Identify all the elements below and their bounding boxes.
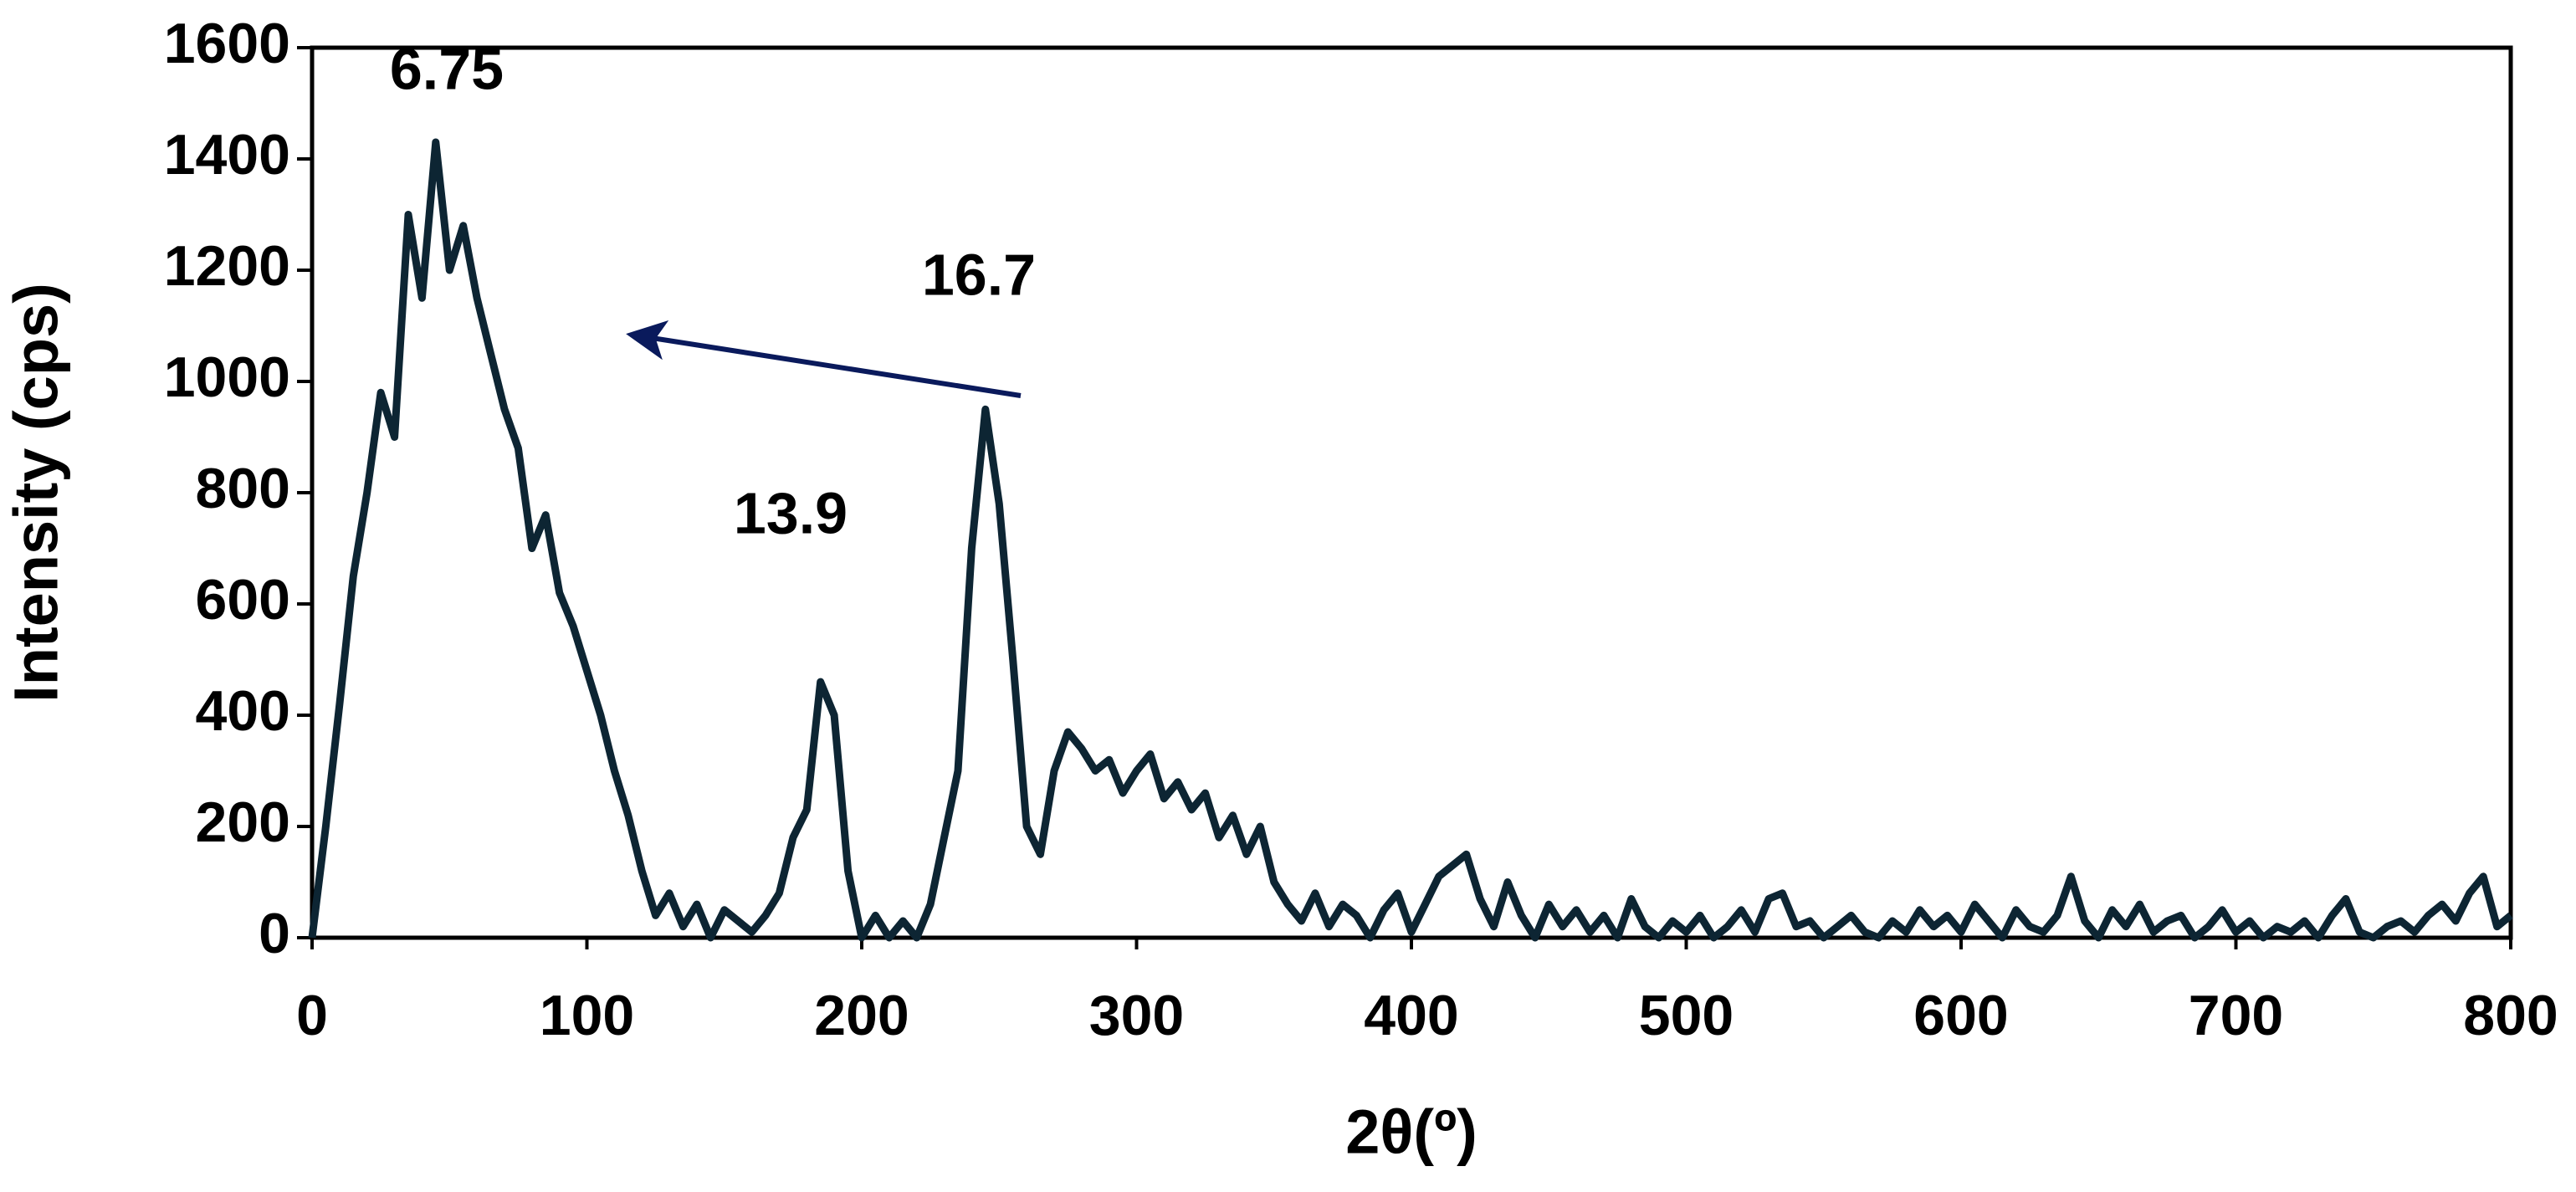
y-tick-label: 200 — [196, 790, 290, 854]
y-tick-label: 1600 — [164, 12, 290, 75]
y-tick-label: 1400 — [164, 123, 290, 187]
x-tick-label: 700 — [2189, 984, 2283, 1047]
x-tick-label: 400 — [1364, 984, 1458, 1047]
annotation: 16.7 — [922, 242, 1036, 307]
x-axis-title: 2θ(º) — [1345, 1097, 1477, 1167]
plot-frame — [310, 45, 2513, 940]
y-tick-label: 1000 — [164, 345, 290, 409]
x-tick-label: 300 — [1089, 984, 1184, 1047]
y-tick-label: 600 — [196, 568, 290, 632]
x-tick-label: 500 — [1639, 984, 1734, 1047]
y-tick-label: 400 — [196, 679, 290, 743]
y-axis-title: Intensity (cps) — [2, 283, 71, 703]
x-tick-label: 100 — [540, 984, 634, 1047]
x-tick-label: 600 — [1913, 984, 2008, 1047]
x-tick-label: 800 — [2463, 984, 2558, 1047]
annotation: 6.75 — [390, 36, 504, 101]
y-tick-label: 800 — [196, 457, 290, 520]
x-tick-label: 200 — [814, 984, 909, 1047]
annotation: 13.9 — [734, 480, 848, 545]
y-tick-label: 0 — [259, 902, 290, 965]
x-tick-label: 0 — [296, 984, 328, 1047]
arrow — [626, 320, 1022, 398]
y-tick-label: 1200 — [164, 234, 290, 298]
data-line — [308, 138, 2513, 942]
